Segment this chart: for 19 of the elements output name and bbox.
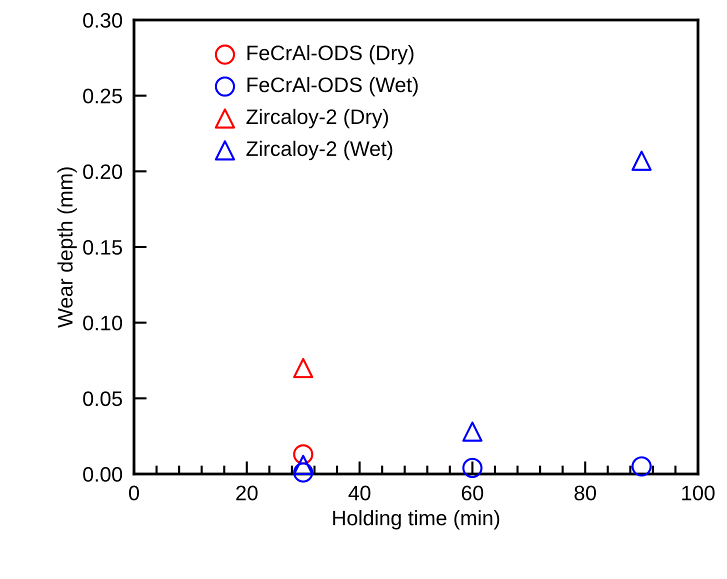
x-tick-label: 20 — [236, 486, 258, 500]
y-tick-label: 0.15 — [83, 240, 122, 255]
x-tick-label: 80 — [574, 486, 596, 500]
x-axis-title: Holding time (min) — [333, 510, 500, 530]
x-tick-label: 0 — [129, 486, 139, 500]
y-tick-label: 0.10 — [83, 316, 122, 330]
x-tick-label: 100 — [682, 486, 715, 500]
y-tick-label: 0.00 — [83, 467, 122, 482]
x-tick-label: 40 — [348, 486, 370, 500]
y-axis-title: Wear depth (mm) — [57, 167, 77, 328]
y-tick-label: 0.30 — [83, 13, 122, 28]
legend-label: Zircaloy-2 (Dry) — [246, 108, 388, 128]
y-tick-label: 0.05 — [83, 391, 122, 406]
legend-label: Zircaloy-2 (Wet) — [246, 140, 392, 160]
legend-label: FeCrAl-ODS (Dry) — [247, 45, 414, 64]
legend-label: FeCrAl-ODS (Wet) — [247, 76, 418, 96]
y-tick-label: 0.20 — [83, 164, 122, 180]
y-tick-label: 0.25 — [83, 88, 122, 104]
x-tick-label: 60 — [462, 486, 484, 500]
